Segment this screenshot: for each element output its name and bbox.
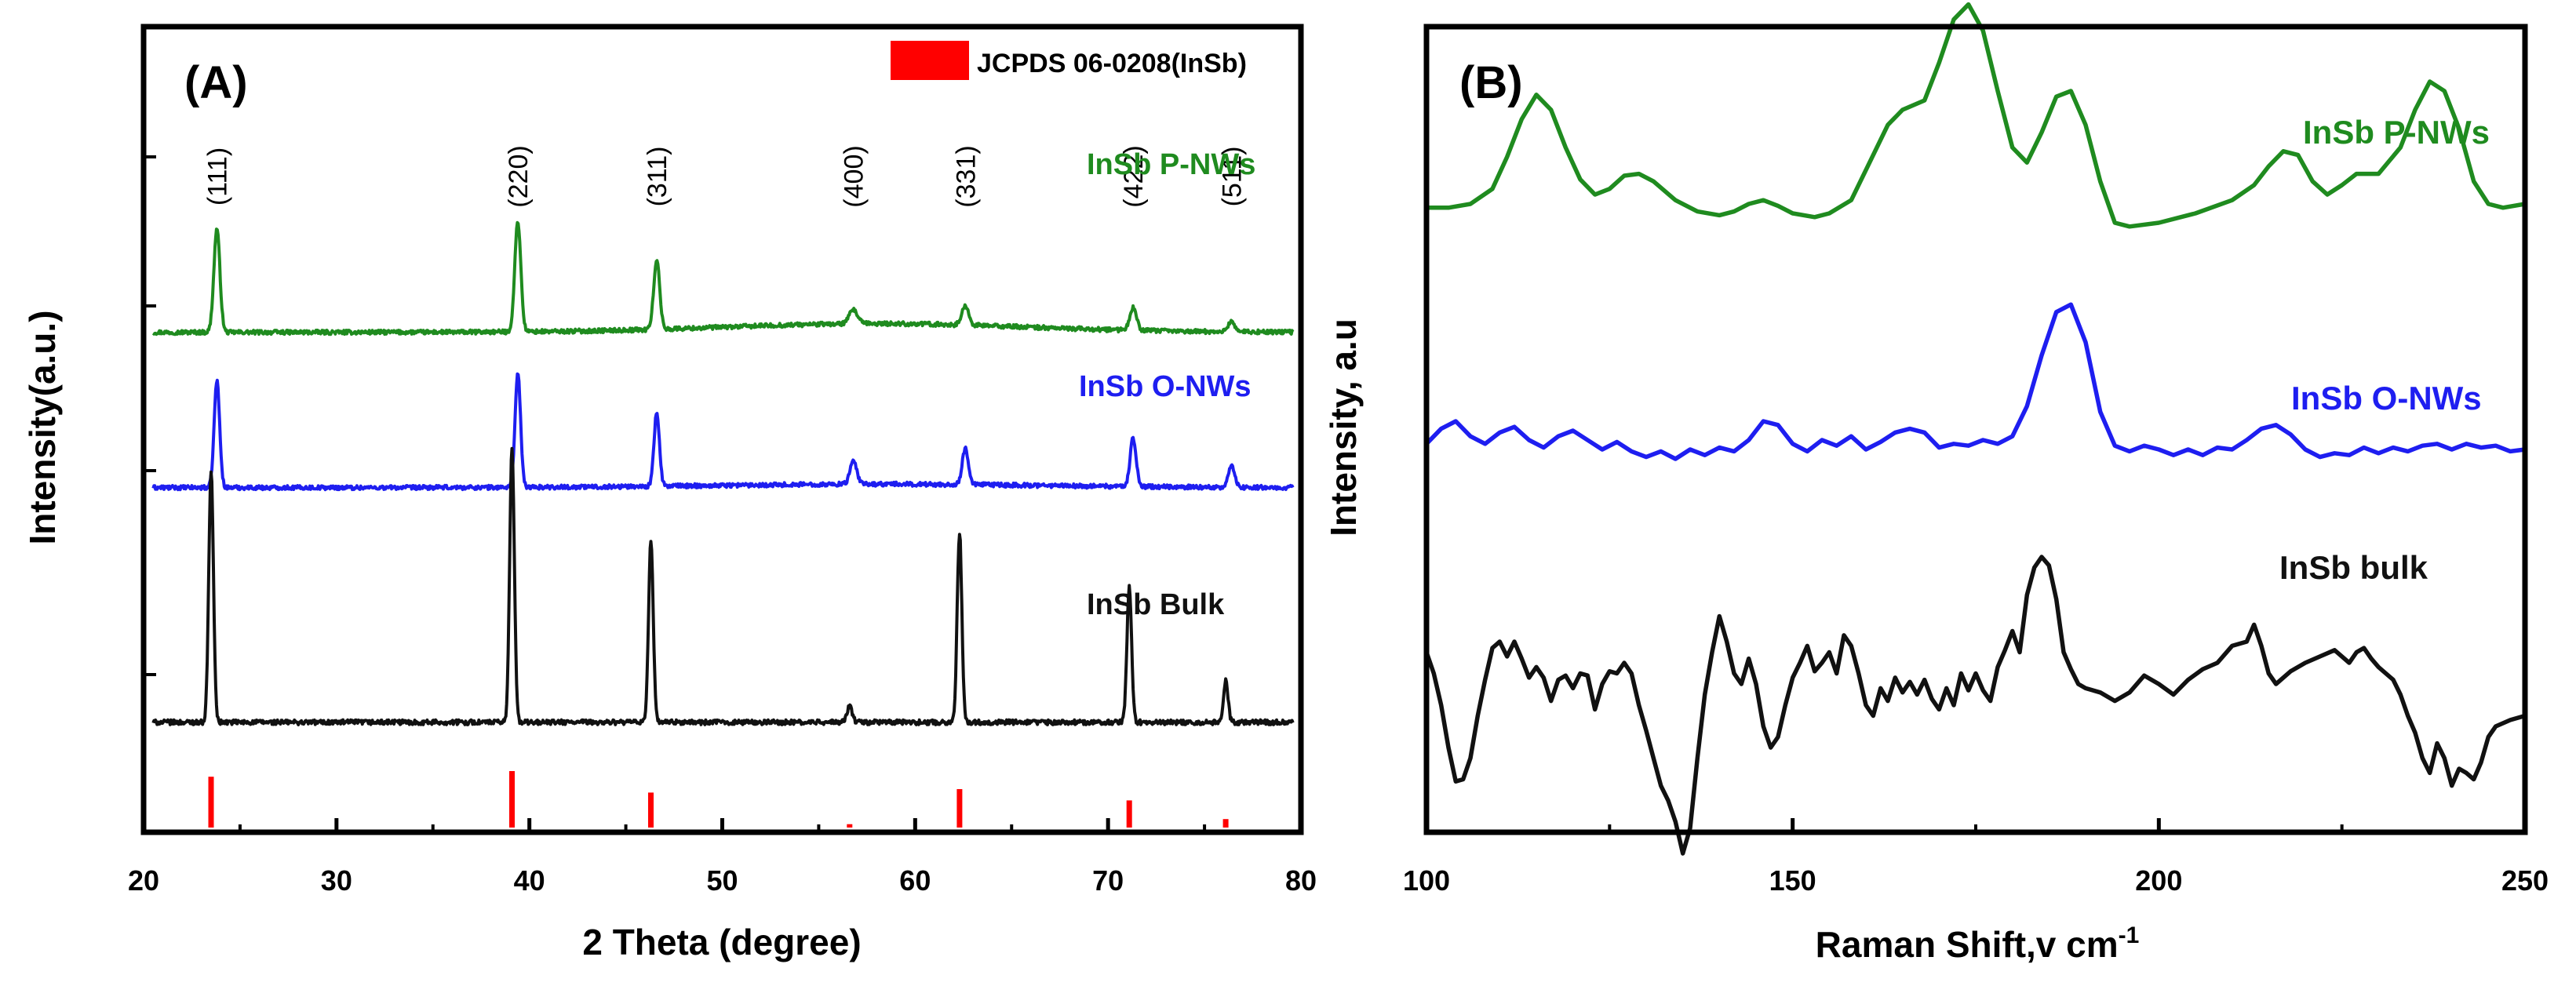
xrd-y-axis-title: Intensity(a.u.) xyxy=(22,310,63,544)
peak-label: (511) xyxy=(1218,147,1248,207)
x-tick-label: 80 xyxy=(1285,864,1317,897)
raman-x-axis: 100 150 200 250 xyxy=(1403,818,2549,897)
series-label-bulk-b: InSb bulk xyxy=(2279,549,2428,586)
x-tick-label: 50 xyxy=(706,864,738,897)
raman-panel: 100 150 200 250 (B) InSb P-NWs InSb O-NWs I… xyxy=(1323,2,2549,965)
reference-peak-bar xyxy=(509,771,515,828)
peak-label: (311) xyxy=(643,147,672,207)
series-label-o-nws-b: InSb O-NWs xyxy=(2291,380,2482,417)
x-tick-label: 70 xyxy=(1092,864,1124,897)
raman-x-axis-title-text: Raman Shift,v cm xyxy=(1816,924,2119,965)
xrd-series-line xyxy=(151,220,1295,337)
peak-label: (111) xyxy=(202,147,232,206)
raman-series-line xyxy=(1424,555,2527,856)
x-tick-label: 20 xyxy=(128,864,159,897)
peak-label: (400) xyxy=(840,145,869,207)
x-tick-label: 30 xyxy=(321,864,352,897)
raman-series-line xyxy=(1424,302,2527,461)
raman-y-axis-title: Intensity, a.u xyxy=(1323,318,1364,537)
series-label-p-nws-a: InSb P-NWs xyxy=(1087,148,1255,181)
raman-curves xyxy=(1424,2,2527,856)
x-tick-label: 250 xyxy=(2501,864,2549,897)
panel-b-label: (B) xyxy=(1459,57,1523,108)
reference-peak-bar xyxy=(847,824,853,828)
x-tick-label: 40 xyxy=(514,864,545,897)
x-tick-label: 60 xyxy=(899,864,931,897)
reference-peak-bar xyxy=(956,789,963,828)
series-label-o-nws-a: InSb O-NWs xyxy=(1079,370,1252,403)
series-label-p-nws-b: InSb P-NWs xyxy=(2303,114,2490,151)
peak-label: (422) xyxy=(1119,145,1149,207)
xrd-x-axis: 20 30 40 50 60 70 80 xyxy=(128,155,1317,897)
raman-x-axis-title-superscript: -1 xyxy=(2119,922,2140,948)
peak-label: (331) xyxy=(951,145,981,207)
xrd-x-axis-title: 2 Theta (degree) xyxy=(582,922,861,962)
x-tick-label: 100 xyxy=(1403,864,1450,897)
legend-swatch xyxy=(891,41,969,80)
panel-a-label: (A) xyxy=(184,57,248,108)
xrd-panel: 20 30 40 50 60 70 80 (A) JCPDS 06-0208(InSb) (… xyxy=(22,24,1317,962)
x-tick-label: 200 xyxy=(2135,864,2182,897)
reference-peak-bar xyxy=(1126,800,1132,828)
series-label-bulk-a: InSb Bulk xyxy=(1087,588,1225,621)
xrd-series-line xyxy=(151,372,1295,492)
xrd-curves xyxy=(151,220,1295,726)
raman-x-axis-title: Raman Shift,v cm-1 xyxy=(1816,922,2140,965)
raman-series-line xyxy=(1424,2,2527,229)
xrd-series-line xyxy=(151,446,1295,726)
x-tick-label: 150 xyxy=(1769,864,1816,897)
legend-label: JCPDS 06-0208(InSb) xyxy=(977,49,1247,78)
peak-label: (220) xyxy=(504,145,534,207)
reference-peaks xyxy=(208,771,1229,828)
reference-peak-bar xyxy=(648,792,654,828)
reference-peak-bar xyxy=(208,777,214,828)
reference-peak-bar xyxy=(1222,819,1229,828)
peak-labels: (111) (220) (311) (400) (331) (422) (511) xyxy=(202,145,1247,207)
